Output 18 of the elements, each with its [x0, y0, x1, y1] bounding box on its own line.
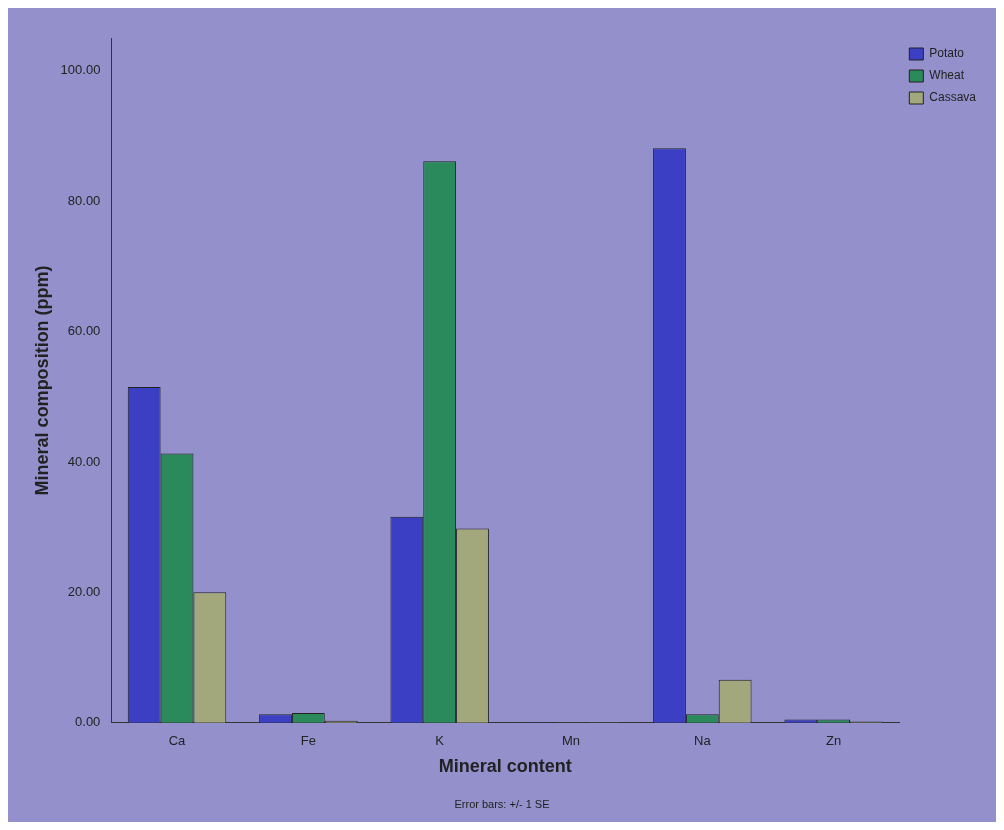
x-tick-label: Ca [168, 733, 187, 749]
y-axis-title: Mineral composition (ppm) [31, 265, 52, 496]
x-tick-label: Zn [826, 733, 842, 749]
legend-label: Cassava [929, 90, 977, 105]
y-tick-label: 0.00 [75, 714, 101, 730]
x-tick-label: Fe [300, 733, 316, 749]
y-tick-label: 20.00 [67, 583, 101, 599]
x-tick-label: Na [694, 733, 712, 749]
x-axis-title: Mineral content [438, 756, 572, 777]
x-tick-label: K [435, 733, 445, 749]
y-tick-label: 40.00 [67, 453, 101, 469]
text: Error bars: +/- 1 SE [454, 798, 550, 810]
y-tick-label: 60.00 [67, 323, 101, 339]
x-tick-label: Mn [561, 733, 581, 749]
y-tick-label: 80.00 [67, 192, 101, 208]
legend-label: Wheat [929, 68, 965, 83]
legend-label: Potato [929, 46, 965, 61]
y-tick-label: 100.00 [60, 62, 101, 78]
